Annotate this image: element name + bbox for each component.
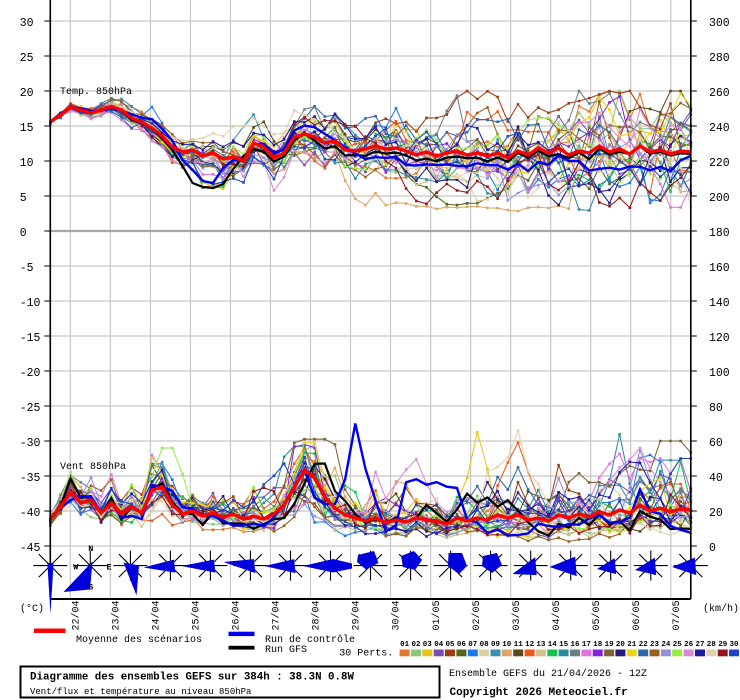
svg-text:Run GFS: Run GFS bbox=[265, 645, 307, 656]
svg-text:(°C): (°C) bbox=[20, 603, 44, 615]
svg-text:08: 08 bbox=[480, 641, 490, 649]
svg-text:40: 40 bbox=[709, 472, 723, 485]
svg-text:240: 240 bbox=[709, 122, 730, 135]
svg-text:14: 14 bbox=[548, 641, 558, 649]
svg-text:16: 16 bbox=[570, 641, 580, 649]
svg-text:10: 10 bbox=[20, 157, 34, 170]
svg-text:-5: -5 bbox=[20, 262, 34, 275]
svg-text:260: 260 bbox=[709, 87, 730, 100]
svg-text:18: 18 bbox=[593, 641, 603, 649]
svg-text:Temp. 850hPa: Temp. 850hPa bbox=[60, 86, 132, 98]
svg-text:-40: -40 bbox=[20, 507, 41, 520]
svg-text:01: 01 bbox=[400, 641, 410, 649]
svg-text:13: 13 bbox=[536, 641, 546, 649]
svg-text:01/05: 01/05 bbox=[431, 600, 443, 630]
svg-text:06/05: 06/05 bbox=[631, 600, 643, 630]
svg-text:E: E bbox=[106, 563, 111, 573]
svg-text:Vent 850hPa: Vent 850hPa bbox=[60, 461, 126, 473]
svg-text:07/05: 07/05 bbox=[671, 600, 683, 630]
svg-text:19: 19 bbox=[605, 641, 615, 649]
svg-text:180: 180 bbox=[709, 227, 730, 240]
svg-text:140: 140 bbox=[709, 297, 730, 310]
svg-text:10: 10 bbox=[502, 641, 512, 649]
svg-text:03/05: 03/05 bbox=[511, 600, 523, 630]
svg-text:25: 25 bbox=[673, 641, 683, 649]
svg-text:220: 220 bbox=[709, 157, 730, 170]
svg-text:22/04: 22/04 bbox=[71, 600, 83, 630]
svg-text:80: 80 bbox=[709, 402, 723, 415]
svg-text:12: 12 bbox=[525, 641, 535, 649]
svg-text:300: 300 bbox=[709, 17, 730, 30]
svg-text:160: 160 bbox=[709, 262, 730, 275]
svg-text:30: 30 bbox=[729, 641, 739, 649]
svg-text:-30: -30 bbox=[20, 437, 41, 450]
svg-text:03: 03 bbox=[423, 641, 433, 649]
svg-text:W: W bbox=[73, 563, 79, 573]
svg-text:29/04: 29/04 bbox=[351, 600, 363, 630]
svg-text:Ensemble GEFS du 21/04/2026 -: Ensemble GEFS du 21/04/2026 - 12Z bbox=[449, 668, 647, 680]
svg-text:Run de contrôle: Run de contrôle bbox=[265, 634, 355, 646]
svg-text:28: 28 bbox=[707, 641, 717, 649]
svg-text:21: 21 bbox=[627, 641, 637, 649]
svg-text:Vent/flux et température au ni: Vent/flux et température au niveau 850hP… bbox=[30, 687, 252, 697]
svg-text:04/05: 04/05 bbox=[551, 600, 563, 630]
svg-text:29: 29 bbox=[718, 641, 728, 649]
svg-text:N: N bbox=[88, 544, 93, 554]
svg-text:30/04: 30/04 bbox=[391, 600, 403, 630]
svg-text:05: 05 bbox=[445, 641, 455, 649]
svg-text:0: 0 bbox=[709, 542, 716, 555]
svg-text:24: 24 bbox=[661, 641, 671, 649]
svg-text:-10: -10 bbox=[20, 297, 41, 310]
svg-text:20: 20 bbox=[709, 507, 723, 520]
svg-text:02/05: 02/05 bbox=[471, 600, 483, 630]
svg-text:25/04: 25/04 bbox=[191, 600, 203, 630]
svg-text:23/04: 23/04 bbox=[111, 600, 123, 630]
svg-text:20: 20 bbox=[20, 87, 34, 100]
svg-text:200: 200 bbox=[709, 192, 730, 205]
svg-text:23: 23 bbox=[650, 641, 660, 649]
svg-text:26/04: 26/04 bbox=[231, 600, 243, 630]
svg-text:24/04: 24/04 bbox=[151, 600, 163, 630]
svg-text:11: 11 bbox=[514, 641, 524, 649]
svg-text:09: 09 bbox=[491, 641, 501, 649]
svg-text:15: 15 bbox=[20, 122, 34, 135]
svg-text:60: 60 bbox=[709, 437, 723, 450]
svg-text:0: 0 bbox=[20, 227, 27, 240]
svg-text:30: 30 bbox=[20, 17, 34, 30]
svg-text:27/04: 27/04 bbox=[271, 600, 283, 630]
svg-text:(km/h): (km/h) bbox=[703, 603, 739, 615]
svg-text:05/05: 05/05 bbox=[591, 600, 603, 630]
svg-text:-20: -20 bbox=[20, 367, 41, 380]
svg-text:100: 100 bbox=[709, 367, 730, 380]
svg-text:04: 04 bbox=[434, 641, 444, 649]
svg-text:120: 120 bbox=[709, 332, 730, 345]
svg-text:280: 280 bbox=[709, 52, 730, 65]
svg-text:30 Perts.: 30 Perts. bbox=[339, 649, 393, 660]
svg-text:5: 5 bbox=[20, 192, 27, 205]
svg-text:22: 22 bbox=[639, 641, 649, 649]
svg-text:-25: -25 bbox=[20, 402, 41, 415]
svg-text:-15: -15 bbox=[20, 332, 41, 345]
svg-text:15: 15 bbox=[559, 641, 569, 649]
svg-text:-45: -45 bbox=[20, 542, 41, 555]
svg-text:06: 06 bbox=[457, 641, 467, 649]
svg-text:25: 25 bbox=[20, 52, 34, 65]
svg-text:-35: -35 bbox=[20, 472, 41, 485]
svg-text:17: 17 bbox=[582, 641, 591, 649]
svg-text:Diagramme des ensembles GEFS s: Diagramme des ensembles GEFS sur 384h : … bbox=[30, 672, 354, 684]
svg-text:20: 20 bbox=[616, 641, 626, 649]
svg-text:Copyright 2026 Meteociel.fr: Copyright 2026 Meteociel.fr bbox=[450, 687, 628, 699]
svg-text:02: 02 bbox=[411, 641, 421, 649]
svg-text:28/04: 28/04 bbox=[311, 600, 323, 630]
svg-text:26: 26 bbox=[684, 641, 694, 649]
svg-text:Moyenne des scénarios: Moyenne des scénarios bbox=[76, 634, 202, 646]
svg-text:27: 27 bbox=[695, 641, 704, 649]
svg-text:07: 07 bbox=[468, 641, 477, 649]
svg-text:S: S bbox=[88, 583, 93, 593]
